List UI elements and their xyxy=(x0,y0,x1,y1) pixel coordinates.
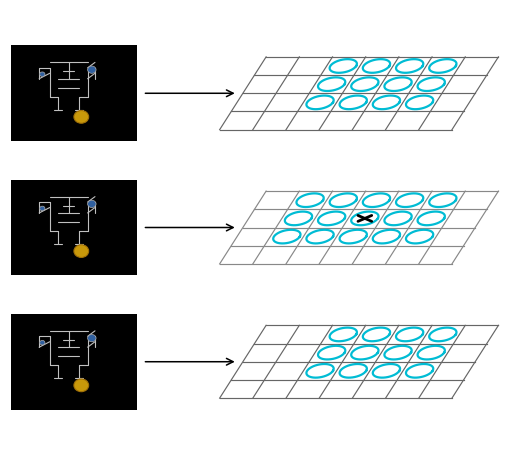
Circle shape xyxy=(40,72,45,76)
Circle shape xyxy=(88,334,96,342)
Circle shape xyxy=(74,111,89,123)
Circle shape xyxy=(40,340,45,345)
Circle shape xyxy=(88,200,96,207)
Circle shape xyxy=(40,206,45,211)
Circle shape xyxy=(74,245,89,258)
Circle shape xyxy=(88,66,96,73)
Bar xyxy=(11,314,137,410)
Bar xyxy=(11,180,137,275)
Circle shape xyxy=(74,379,89,392)
Bar xyxy=(11,46,137,141)
